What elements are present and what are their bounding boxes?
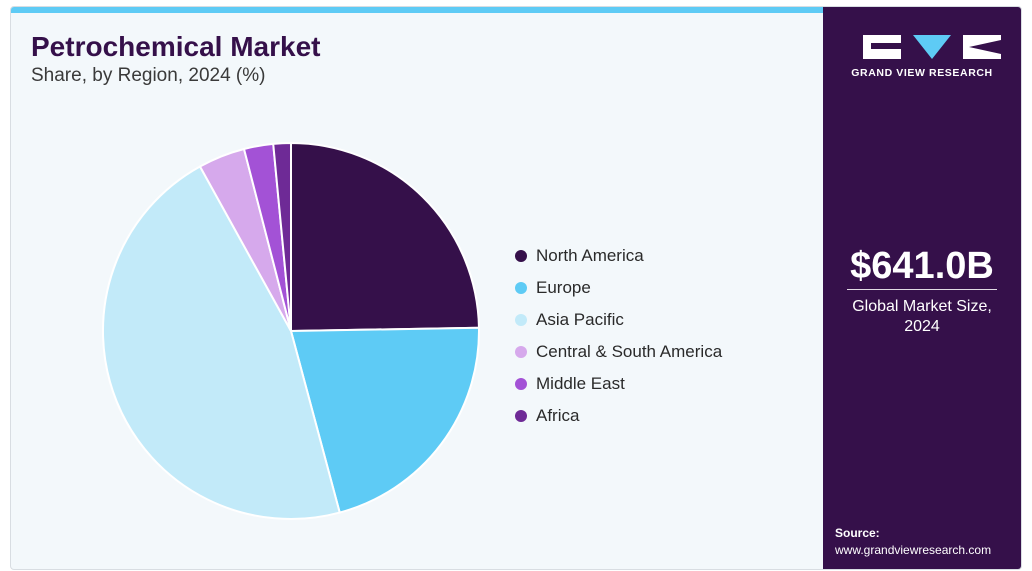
legend-item-middle-east: Middle East	[515, 368, 722, 400]
market-size-value: $641.0B	[850, 245, 994, 287]
legend-label: Middle East	[536, 374, 625, 393]
grand-view-research-logo	[863, 35, 1001, 59]
chart-title: Petrochemical Market	[31, 31, 321, 62]
legend-swatch	[515, 346, 527, 358]
legend-item-europe: Europe	[515, 272, 722, 304]
legend-label: North America	[536, 246, 644, 265]
pie-slice-africa	[272, 141, 292, 332]
legend-item-north-america: North America	[515, 240, 722, 272]
legend-label: Central & South America	[536, 342, 723, 361]
brand-name: GRAND VIEW RESEARCH	[851, 67, 993, 79]
chart-card: Petrochemical Market Share, by Region, 2…	[10, 6, 1022, 570]
pie-slice-north-america	[290, 141, 480, 333]
legend-label: Europe	[536, 278, 591, 297]
source-label: Source:	[835, 526, 880, 540]
divider	[847, 289, 997, 290]
pie-chart	[102, 141, 480, 520]
legend-label: Africa	[536, 406, 580, 425]
chart-legend: North America Europe Asia Pacific Central &…	[515, 240, 722, 432]
legend-swatch	[515, 378, 527, 390]
legend-swatch	[515, 410, 527, 422]
source-url: www.grandviewresearch.com	[835, 543, 992, 557]
market-size-label: Global Market Size, 2024	[852, 298, 992, 335]
info-panel: GRAND VIEW RESEARCH $641.0B Global Marke…	[823, 7, 1021, 569]
legend-item-africa: Africa	[515, 400, 722, 432]
accent-bar	[11, 7, 823, 13]
legend-item-asia-pacific: Asia Pacific	[515, 304, 722, 336]
legend-swatch	[515, 314, 527, 326]
legend-label: Asia Pacific	[536, 310, 624, 329]
legend-swatch	[515, 250, 527, 262]
legend-swatch	[515, 282, 527, 294]
pie-slice-asia-pacific	[102, 165, 341, 520]
pie-slice-europe	[289, 326, 480, 514]
chart-subtitle: Share, by Region, 2024 (%)	[31, 65, 266, 86]
legend-item-central-south-america: Central & South America	[515, 336, 722, 368]
